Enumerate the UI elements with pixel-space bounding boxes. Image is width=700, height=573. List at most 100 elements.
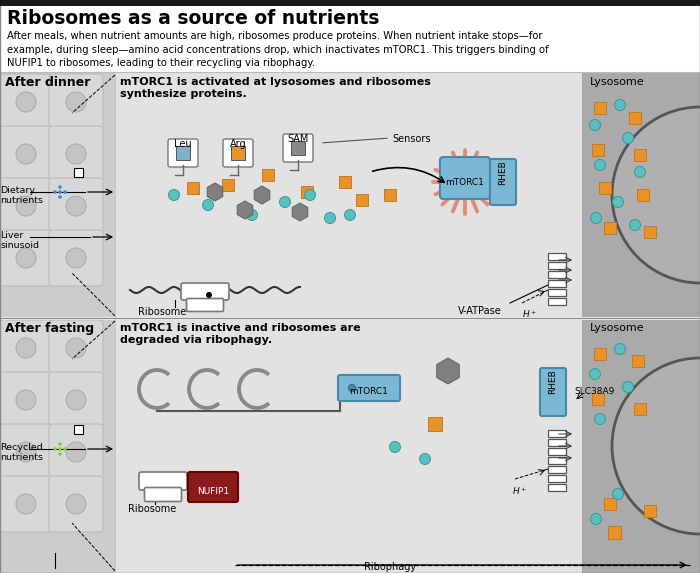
Circle shape xyxy=(66,390,86,410)
Circle shape xyxy=(246,210,258,221)
Circle shape xyxy=(16,442,36,462)
FancyBboxPatch shape xyxy=(490,159,516,205)
Circle shape xyxy=(16,390,36,410)
Bar xyxy=(548,466,566,473)
Text: Recycled
nutrients: Recycled nutrients xyxy=(0,443,43,462)
Circle shape xyxy=(169,190,179,201)
Circle shape xyxy=(612,107,700,283)
FancyBboxPatch shape xyxy=(0,476,53,532)
FancyBboxPatch shape xyxy=(540,368,566,416)
Circle shape xyxy=(16,196,36,216)
Circle shape xyxy=(16,494,36,514)
Circle shape xyxy=(594,414,606,425)
Circle shape xyxy=(58,442,62,446)
Circle shape xyxy=(612,197,624,207)
Circle shape xyxy=(206,292,212,298)
Text: After fasting: After fasting xyxy=(5,322,94,335)
Circle shape xyxy=(594,159,606,171)
Circle shape xyxy=(58,447,62,451)
Circle shape xyxy=(63,447,66,451)
Circle shape xyxy=(66,144,86,164)
Bar xyxy=(548,475,566,482)
Text: Ribosomes as a source of nutrients: Ribosomes as a source of nutrients xyxy=(7,9,379,28)
Circle shape xyxy=(344,210,356,221)
Text: V-ATPase: V-ATPase xyxy=(458,306,502,316)
FancyBboxPatch shape xyxy=(49,476,103,532)
FancyBboxPatch shape xyxy=(0,126,53,182)
FancyBboxPatch shape xyxy=(223,139,253,167)
FancyBboxPatch shape xyxy=(49,424,103,480)
Bar xyxy=(74,168,83,177)
FancyBboxPatch shape xyxy=(49,320,103,376)
Circle shape xyxy=(66,494,86,514)
Circle shape xyxy=(16,92,36,112)
FancyBboxPatch shape xyxy=(49,178,103,234)
Circle shape xyxy=(63,190,66,194)
Circle shape xyxy=(591,513,601,524)
Bar xyxy=(582,73,700,318)
Bar xyxy=(582,319,700,573)
Circle shape xyxy=(589,368,601,379)
FancyBboxPatch shape xyxy=(168,139,198,167)
Circle shape xyxy=(591,213,601,223)
Circle shape xyxy=(589,120,601,131)
Circle shape xyxy=(66,196,86,216)
Text: Dietary
nutrients: Dietary nutrients xyxy=(0,186,43,205)
Bar xyxy=(231,146,245,160)
Text: Lysosome: Lysosome xyxy=(590,77,645,87)
Bar xyxy=(176,146,190,160)
Text: Liver
sinusoid: Liver sinusoid xyxy=(0,231,39,250)
Bar xyxy=(548,430,566,437)
FancyBboxPatch shape xyxy=(49,126,103,182)
Bar xyxy=(548,289,566,296)
Bar xyxy=(74,425,83,434)
Circle shape xyxy=(202,199,214,210)
Bar xyxy=(548,484,566,491)
FancyBboxPatch shape xyxy=(49,230,103,286)
Circle shape xyxy=(58,195,62,199)
FancyBboxPatch shape xyxy=(49,74,103,130)
Circle shape xyxy=(419,453,430,465)
Bar xyxy=(548,457,566,464)
FancyBboxPatch shape xyxy=(0,230,53,286)
Circle shape xyxy=(66,338,86,358)
Text: Arg: Arg xyxy=(230,139,246,149)
Bar xyxy=(0,317,700,320)
Text: Ribosome: Ribosome xyxy=(128,504,176,514)
Bar xyxy=(548,271,566,278)
Bar xyxy=(548,439,566,446)
FancyBboxPatch shape xyxy=(139,472,187,490)
Text: $H^+$: $H^+$ xyxy=(512,485,527,497)
Bar xyxy=(0,0,700,6)
Circle shape xyxy=(16,248,36,268)
Circle shape xyxy=(325,213,335,223)
Bar xyxy=(548,253,566,260)
FancyBboxPatch shape xyxy=(49,372,103,428)
FancyBboxPatch shape xyxy=(440,157,490,199)
Text: After dinner: After dinner xyxy=(5,76,90,89)
Circle shape xyxy=(615,100,626,111)
Circle shape xyxy=(615,343,626,355)
Text: RHEB: RHEB xyxy=(498,160,508,185)
Text: $H^+$: $H^+$ xyxy=(522,308,538,320)
Bar xyxy=(548,280,566,287)
FancyBboxPatch shape xyxy=(0,372,53,428)
FancyBboxPatch shape xyxy=(283,134,313,162)
FancyBboxPatch shape xyxy=(0,320,53,376)
Circle shape xyxy=(304,190,316,201)
Bar xyxy=(0,73,115,318)
FancyBboxPatch shape xyxy=(188,472,238,502)
Bar xyxy=(0,319,115,573)
FancyBboxPatch shape xyxy=(144,488,181,501)
Text: SAM: SAM xyxy=(287,134,309,144)
Circle shape xyxy=(622,382,634,393)
FancyBboxPatch shape xyxy=(0,74,53,130)
Bar xyxy=(115,73,582,318)
Text: Sensors: Sensors xyxy=(392,134,430,144)
FancyBboxPatch shape xyxy=(181,283,229,300)
Text: RHEB: RHEB xyxy=(549,369,557,394)
Text: Ribosome: Ribosome xyxy=(138,307,186,317)
Circle shape xyxy=(66,92,86,112)
FancyBboxPatch shape xyxy=(186,299,223,312)
Circle shape xyxy=(389,442,400,453)
